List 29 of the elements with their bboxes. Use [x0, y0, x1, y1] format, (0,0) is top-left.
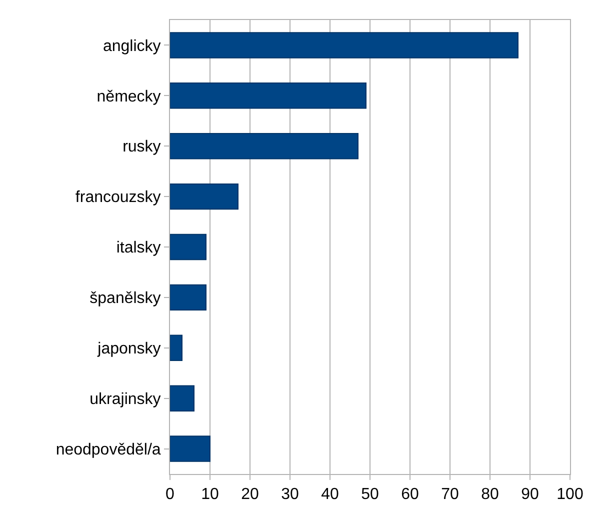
y-tick-label: španělsky	[90, 290, 161, 308]
x-tick-label: 50	[361, 486, 379, 504]
bar	[170, 133, 358, 160]
y-tick-label: ukrajinsky	[90, 390, 161, 408]
x-tick-label: 100	[556, 486, 584, 504]
bar	[170, 82, 366, 109]
y-tick-label: rusky	[122, 138, 161, 156]
x-tick-label: 90	[521, 486, 539, 504]
y-tick-label: italsky	[116, 240, 161, 257]
x-tick-label: 30	[281, 486, 299, 504]
bar	[170, 385, 194, 412]
x-tick-label: 10	[201, 486, 219, 504]
y-tick-label: francouzsky	[75, 189, 161, 206]
y-tick-label: japonsky	[96, 340, 161, 358]
x-tick-label: 40	[321, 486, 339, 504]
bar	[170, 334, 182, 361]
bar	[170, 436, 210, 462]
bar	[170, 183, 238, 210]
x-tick-label: 0	[166, 486, 175, 504]
x-tick-label: 20	[241, 486, 259, 504]
x-tick-label: 80	[481, 486, 499, 504]
y-tick-label: anglicky	[102, 38, 161, 55]
x-tick-label: 70	[441, 486, 459, 504]
x-tick-label: 60	[401, 486, 419, 504]
y-tick-label: německy	[96, 88, 161, 106]
bar	[170, 32, 518, 58]
y-tick-label: neodpověděl/a	[56, 441, 161, 458]
bar	[170, 284, 206, 311]
bar	[170, 234, 206, 260]
